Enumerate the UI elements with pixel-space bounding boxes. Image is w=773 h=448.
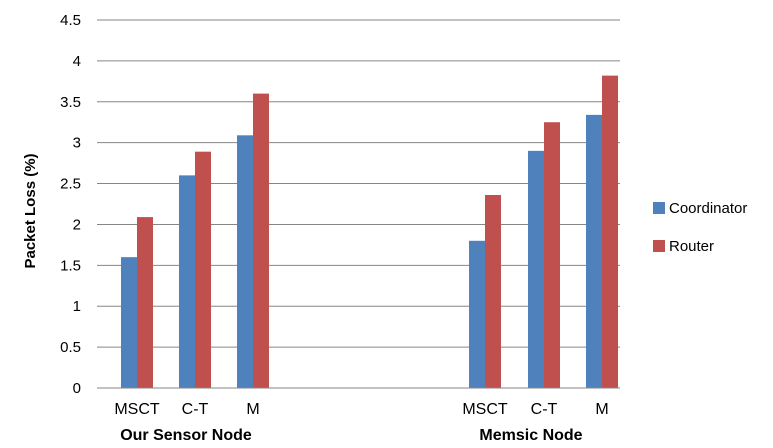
legend-swatch-coordinator <box>653 202 665 214</box>
y-tick-label: 0.5 <box>60 339 81 356</box>
y-tick-label: 1 <box>73 298 81 315</box>
y-tick-label: 2.5 <box>60 176 81 193</box>
y-tick-label: 4.5 <box>60 12 81 29</box>
legend-label-coordinator: Coordinator <box>669 200 747 217</box>
group-label: Memsic Node <box>479 427 582 444</box>
x-category-labels: MSCT C-T M MSCT C-T M <box>114 401 608 418</box>
bar-router-c-t <box>195 151 211 388</box>
group-label: Our Sensor Node <box>120 427 252 444</box>
legend: Coordinator Router <box>653 200 747 255</box>
x-category-label: MSCT <box>462 401 508 418</box>
bars <box>121 75 618 389</box>
bar-coordinator-m <box>237 135 253 388</box>
x-category-label: MSCT <box>114 401 160 418</box>
y-axis-label: Packet Loss (%) <box>22 153 39 268</box>
bar-router-m <box>253 93 269 388</box>
bar-coordinator-m <box>586 114 602 389</box>
bar-coordinator-msct <box>469 240 485 388</box>
bar-coordinator-c-t <box>179 175 195 388</box>
y-tick-label: 3.5 <box>60 94 81 111</box>
legend-label-router: Router <box>669 238 714 255</box>
bar-router-msct <box>485 195 501 388</box>
x-category-label: C-T <box>182 401 209 418</box>
bar-router-msct <box>137 217 153 388</box>
y-tick-label: 0 <box>73 380 81 397</box>
y-tick-label: 1.5 <box>60 257 81 274</box>
bar-coordinator-msct <box>121 257 137 388</box>
y-tick-label: 3 <box>73 135 81 152</box>
y-tick-labels: 0 0.5 1 1.5 2 2.5 3 3.5 4 4.5 <box>60 12 81 397</box>
group-labels: Our Sensor Node Memsic Node <box>120 427 582 444</box>
legend-swatch-router <box>653 240 665 252</box>
x-category-label: M <box>595 401 608 418</box>
bar-router-m <box>602 75 618 388</box>
x-category-label: C-T <box>531 401 558 418</box>
x-category-label: M <box>246 401 259 418</box>
bar-router-c-t <box>544 122 560 388</box>
bar-coordinator-c-t <box>528 150 544 388</box>
y-tick-label: 4 <box>73 53 81 70</box>
y-tick-label: 2 <box>73 216 81 233</box>
